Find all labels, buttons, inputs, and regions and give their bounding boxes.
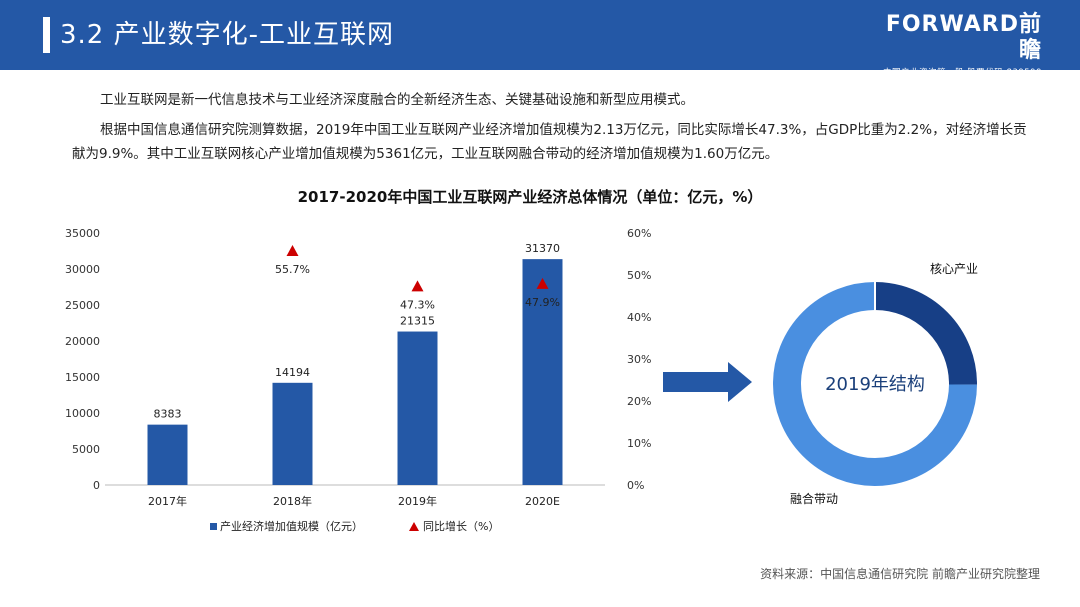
y-left-tick-label: 15000	[65, 371, 100, 384]
y-right-tick-label: 40%	[627, 311, 651, 324]
y-right-tick-label: 50%	[627, 269, 651, 282]
y-right-tick-label: 0%	[627, 479, 644, 492]
x-tick-label: 2020E	[525, 495, 560, 508]
growth-value-label: 55.7%	[275, 263, 310, 276]
bar-value-label: 8383	[154, 408, 182, 421]
header-bar: 3.2 产业数字化-工业互联网 FORWARD前瞻 中国产业咨询第一股 股票代码…	[0, 0, 1080, 78]
forward-logo: FORWARD前瞻 中国产业咨询第一股 股票代码:839599	[872, 12, 1042, 78]
logo-brand: FORWARD前瞻	[885, 12, 1042, 63]
bar	[397, 331, 438, 485]
intro-paragraph: 工业互联网是新一代信息技术与工业经济深度融合的全新经济生态、关键基础设施和新型应…	[100, 92, 694, 108]
chart-title: 2017-2020年中国工业互联网产业经济总体情况（单位：亿元，%）	[297, 188, 763, 206]
growth-value-label: 47.9%	[525, 296, 560, 309]
y-left-tick-label: 0	[93, 479, 100, 492]
donut-slice	[874, 282, 977, 385]
x-tick-label: 2017年	[148, 494, 187, 508]
x-tick-label: 2019年	[398, 494, 437, 508]
legend-swatch-bars	[210, 523, 217, 530]
bar-value-label: 21315	[400, 315, 435, 328]
y-right-tick-label: 60%	[627, 227, 651, 240]
x-tick-label: 2018年	[273, 494, 312, 508]
source-note: 资料来源：中国信息通信研究院 前瞻产业研究院整理	[760, 567, 1040, 581]
y-right-tick-label: 10%	[627, 437, 651, 450]
bar	[522, 259, 563, 485]
donut-label-core: 核心产业	[930, 262, 979, 276]
y-left-tick-label: 35000	[65, 227, 100, 240]
title-accent-bar	[43, 17, 50, 53]
growth-marker	[536, 277, 549, 289]
growth-marker	[411, 280, 424, 292]
bar-value-label: 31370	[525, 242, 560, 255]
y-right-tick-label: 20%	[627, 395, 651, 408]
growth-marker	[286, 245, 299, 257]
y-left-tick-label: 10000	[65, 407, 100, 420]
y-left-tick-label: 30000	[65, 263, 100, 276]
legend-label-growth: 同比增长（%）	[423, 519, 499, 533]
y-left-tick-label: 5000	[72, 443, 100, 456]
bar	[272, 382, 313, 485]
y-right-tick-label: 30%	[627, 353, 651, 366]
bar	[147, 424, 188, 485]
donut-label-fusion: 融合带动	[790, 492, 839, 506]
logo-tagline: 中国产业咨询第一股 股票代码:839599	[882, 68, 1042, 78]
right-arrow-icon	[663, 362, 752, 402]
donut-center-label: 2019年结构	[825, 374, 925, 395]
growth-value-label: 47.3%	[400, 298, 435, 311]
data-paragraph: 根据中国信息通信研究院测算数据，2019年中国工业互联网产业经济增加值规模为2.…	[72, 122, 1027, 162]
legend-swatch-growth	[409, 522, 419, 531]
donut-slice	[773, 282, 977, 486]
y-left-tick-label: 20000	[65, 335, 100, 348]
legend-label-bars: 产业经济增加值规模（亿元）	[220, 519, 363, 533]
y-left-tick-label: 25000	[65, 299, 100, 312]
page-title: 3.2 产业数字化-工业互联网	[60, 20, 394, 50]
bar-value-label: 14194	[275, 366, 310, 379]
